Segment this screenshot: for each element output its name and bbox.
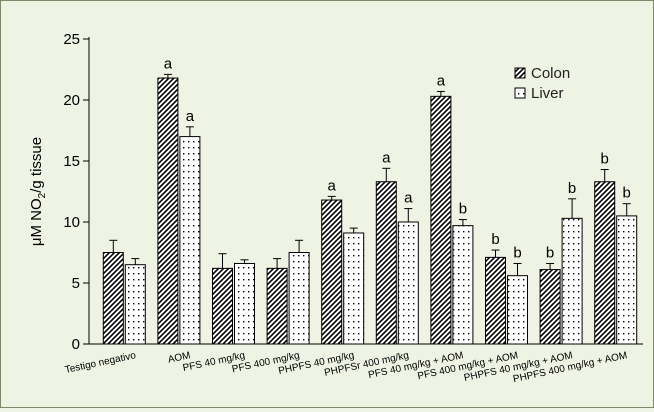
bar-colon xyxy=(485,256,506,345)
significance-label: a xyxy=(404,190,413,207)
bar-colon xyxy=(266,267,288,345)
significance-label: b xyxy=(459,201,467,218)
bar-liver xyxy=(343,232,365,345)
bar-colon xyxy=(594,181,616,345)
bar-colon xyxy=(212,267,233,345)
legend-swatch-colon xyxy=(514,67,526,79)
bar-colon xyxy=(157,77,179,345)
significance-label: b xyxy=(568,180,576,197)
y-tick-label: 25 xyxy=(63,31,80,48)
y-axis-label-subscript: 2 xyxy=(37,192,48,198)
significance-label: a xyxy=(186,108,195,125)
y-axis-label: μM NO2/g tissue xyxy=(28,137,48,246)
bar-liver xyxy=(452,225,474,345)
legend-label-liver: Liver xyxy=(531,85,564,102)
bar-liver xyxy=(124,264,146,345)
bar-liver xyxy=(397,221,419,345)
significance-label: b xyxy=(491,231,499,248)
significance-label: b xyxy=(546,244,554,261)
bar-liver xyxy=(507,275,528,345)
bar-liver xyxy=(179,136,201,345)
y-tick-label: 5 xyxy=(72,275,80,292)
y-tick-label: 15 xyxy=(63,153,80,170)
significance-label: b xyxy=(601,151,609,168)
bar-liver xyxy=(616,215,638,345)
y-tick-label: 10 xyxy=(63,214,80,231)
legend-swatch-liver xyxy=(514,87,526,99)
y-axis-label-rest: /g tissue xyxy=(28,137,45,193)
y-tick-label: 0 xyxy=(72,336,80,353)
bar-colon xyxy=(539,269,561,345)
significance-label: a xyxy=(437,72,446,89)
bar-liver xyxy=(288,252,310,345)
bar-colon xyxy=(102,252,124,345)
significance-label: a xyxy=(382,149,391,166)
bar-colon xyxy=(430,95,452,345)
bar-liver xyxy=(234,262,255,345)
bar-colon xyxy=(321,199,343,345)
y-tick-label: 20 xyxy=(63,92,80,109)
bar-colon xyxy=(375,181,397,345)
y-axis-label-main: μM NO xyxy=(28,198,45,246)
significance-label: b xyxy=(623,185,631,202)
bar-liver xyxy=(561,217,583,345)
significance-label: b xyxy=(513,244,521,261)
x-tick-label: Testigo negativo xyxy=(64,350,137,376)
significance-label: a xyxy=(164,55,173,72)
x-tick-label: AOM xyxy=(167,350,192,365)
significance-label: a xyxy=(328,177,337,194)
legend-label-colon: Colon xyxy=(531,65,570,82)
